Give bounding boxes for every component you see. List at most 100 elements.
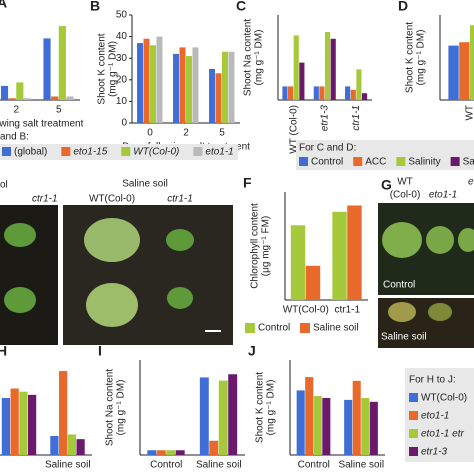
- bar: [296, 390, 305, 455]
- bar: [288, 86, 294, 100]
- y-tick-label: 30: [116, 53, 128, 64]
- bar: [66, 96, 74, 100]
- legend-label: etr1-3: [421, 447, 448, 458]
- bar: [58, 26, 66, 100]
- x-tick-label: WT(Col-0): [283, 305, 329, 316]
- bar: [8, 98, 16, 100]
- bar: [369, 401, 378, 455]
- x-tick-label: ctr1-1: [334, 305, 360, 316]
- plants: [382, 222, 474, 322]
- bar: [322, 398, 331, 455]
- legend-title: and B:: [0, 132, 29, 143]
- bar: [137, 43, 144, 123]
- panel-letter: F: [243, 175, 252, 191]
- bar: [19, 391, 28, 455]
- photo-label: ctr1-1: [167, 194, 193, 205]
- bar: [330, 38, 336, 100]
- legend-label: WT(Col-0): [133, 147, 179, 158]
- bar: [179, 47, 186, 123]
- bar: [175, 450, 185, 455]
- photo-label: (Col-0): [390, 190, 421, 201]
- legend-title: For C and D:: [299, 143, 356, 154]
- bar: [347, 205, 362, 300]
- photo-label: Saline soil: [122, 179, 168, 190]
- bar: [448, 45, 459, 100]
- x-axis-label: lowing salt treatment: [0, 119, 84, 130]
- bar: [16, 82, 24, 100]
- x-tick-label: etr1-3: [320, 105, 331, 132]
- y-axis-label: Chlorophyll content: [250, 203, 261, 289]
- bar: [143, 38, 150, 124]
- bar: [150, 45, 156, 123]
- bar: [325, 32, 331, 100]
- legend-label: Salin: [463, 157, 474, 168]
- bar: [76, 439, 85, 455]
- legend-label: Control: [258, 323, 290, 334]
- x-tick-label: 5: [56, 105, 62, 116]
- y-axis-label: (mg g⁻¹ DM): [108, 41, 119, 97]
- bar: [228, 374, 238, 455]
- legend-swatch: [299, 157, 308, 166]
- legend-swatch: [409, 429, 418, 438]
- photo-saline: [63, 205, 233, 345]
- bar: [156, 36, 163, 123]
- photo-label: Saline soil: [381, 332, 427, 343]
- bar: [156, 450, 166, 455]
- legend-swatch: [193, 147, 203, 156]
- x-tick-label: 5: [219, 128, 225, 139]
- y-tick-label: 10: [116, 96, 128, 107]
- legend-label: WT(Col-0): [421, 393, 467, 404]
- bar: [0, 85, 9, 100]
- bar: [186, 56, 192, 123]
- legend-swatch: [61, 147, 71, 156]
- panel-letter: A: [0, 0, 7, 11]
- bar: [50, 436, 59, 455]
- x-tick-label: WT (Col-0): [288, 105, 299, 154]
- plants: [4, 218, 194, 327]
- legend-label: Salinity: [408, 157, 440, 168]
- legend-label: Saline soil: [313, 323, 359, 334]
- panel-letter: H: [0, 343, 7, 359]
- legend-swatch: [2, 147, 11, 156]
- legend-box: [296, 140, 474, 170]
- legend-swatch: [409, 393, 418, 402]
- y-axis-label: (mg g⁻¹ DM): [254, 30, 265, 86]
- legend-label: Control: [311, 157, 343, 168]
- bar: [10, 388, 19, 455]
- panel-letter: G: [381, 177, 392, 193]
- y-tick-label: 50: [116, 10, 128, 21]
- legend-label: eto1-1 etr: [421, 429, 464, 440]
- legend-swatch: [409, 447, 418, 456]
- x-tick-label: Control: [298, 460, 330, 471]
- y-axis-label: Shoot Na content: [243, 19, 254, 96]
- legend-label: ACC: [365, 157, 386, 168]
- x-tick-label: 0: [147, 128, 153, 139]
- panel-letter: B: [90, 0, 100, 14]
- x-tick-label: Saline soil: [338, 460, 384, 471]
- photo-label: WT: [397, 177, 413, 188]
- x-tick-label: Saline soil: [45, 460, 91, 471]
- bar: [305, 265, 321, 300]
- y-axis-label: Shoot K content: [255, 372, 266, 443]
- bar: [67, 434, 76, 455]
- bar: [459, 42, 470, 100]
- y-axis-label: Shoot K content: [405, 22, 416, 93]
- y-axis-label: (mg g⁻¹ DM): [266, 380, 277, 436]
- legend-label: eto1-1: [205, 147, 233, 158]
- bar: [59, 371, 68, 455]
- bar: [293, 35, 299, 100]
- x-tick-label: ctr1-1: [351, 105, 362, 131]
- bar: [23, 98, 32, 100]
- bar: [209, 440, 219, 455]
- legend-label: eto1-1: [421, 411, 449, 422]
- bar: [352, 380, 361, 455]
- bar: [228, 51, 235, 123]
- y-axis-label: Shoot Na content: [105, 369, 116, 446]
- legend-swatch: [450, 157, 460, 166]
- bar: [332, 211, 347, 300]
- bar: [313, 396, 322, 455]
- photo-label: ctr1-1: [32, 194, 58, 205]
- bar: [1, 398, 11, 455]
- bar: [470, 25, 474, 101]
- y-axis-label: (mg g⁻¹ DM): [116, 380, 127, 436]
